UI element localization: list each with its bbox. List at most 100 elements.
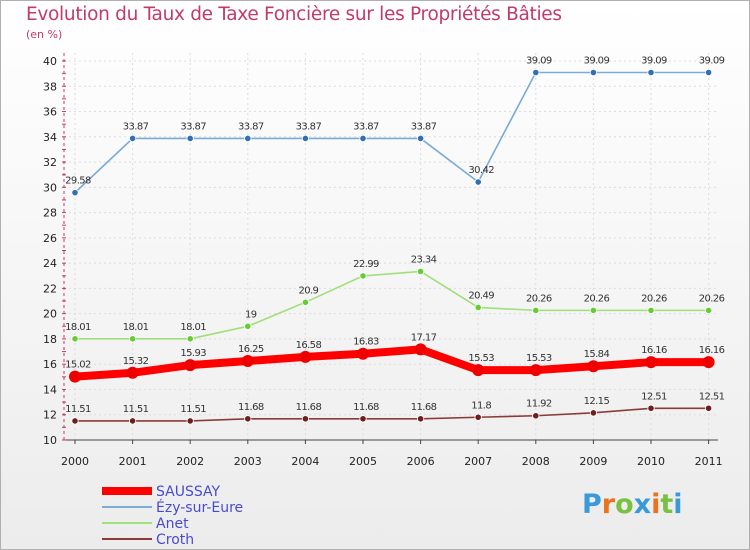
data-label: 29.58 — [65, 176, 91, 187]
data-point — [645, 356, 657, 369]
y-tick-label: 36 — [43, 106, 57, 119]
data-label: 15.93 — [180, 348, 206, 359]
y-tick-label: 24 — [43, 257, 57, 270]
legend-label: Croth — [156, 532, 194, 548]
x-tick-label: 2002 — [176, 455, 204, 468]
data-point — [532, 68, 540, 77]
data-point — [69, 370, 81, 383]
logo-letter: x — [633, 489, 652, 520]
series-layer — [69, 68, 715, 425]
logo-letter: i — [673, 489, 683, 520]
data-label: 20.49 — [468, 290, 494, 301]
data-label: 12.51 — [641, 391, 667, 402]
data-label: 39.09 — [584, 55, 610, 66]
y-tick-label: 26 — [43, 232, 57, 245]
data-label: 16.25 — [238, 344, 264, 355]
series-line-croth — [74, 407, 710, 422]
data-point — [702, 356, 715, 369]
data-label: 16.16 — [699, 345, 725, 356]
data-point — [414, 343, 427, 356]
data-point — [301, 298, 309, 306]
logo-letter: r — [601, 489, 616, 520]
data-point — [474, 413, 482, 421]
x-tick-label: 2007 — [464, 455, 492, 468]
data-label: 22.99 — [353, 259, 379, 270]
y-tick-label: 16 — [43, 358, 57, 371]
data-label: 11.8 — [471, 400, 491, 411]
legend-label: Ézy-sur-Eure — [156, 499, 243, 516]
data-label: 16.58 — [296, 340, 322, 351]
x-tick-label: 2010 — [637, 455, 665, 468]
data-point — [357, 347, 369, 360]
data-point — [587, 360, 600, 373]
x-tick-label: 2005 — [349, 455, 377, 468]
y-tick-label: 20 — [43, 308, 57, 321]
data-point — [184, 359, 197, 372]
data-label: 15.53 — [526, 353, 552, 364]
data-point — [474, 303, 482, 312]
data-label: 39.09 — [526, 55, 552, 66]
data-label: 15.32 — [123, 356, 149, 367]
data-label: 39.09 — [641, 55, 667, 66]
y-tick-label: 30 — [43, 181, 57, 194]
data-label: 33.87 — [180, 121, 206, 132]
series-line--zy-sur-eure — [74, 71, 710, 194]
logo-letter: t — [660, 489, 674, 520]
data-label: 33.87 — [411, 121, 437, 132]
data-point — [647, 68, 655, 77]
data-point — [71, 417, 79, 425]
y-tick-label: 32 — [43, 156, 57, 169]
data-point — [71, 189, 79, 197]
data-label: 15.84 — [584, 349, 610, 360]
data-point — [301, 134, 309, 143]
data-point — [474, 178, 482, 186]
y-tick-label: 14 — [43, 383, 57, 396]
data-label: 16.16 — [641, 345, 667, 356]
y-tick-label: 28 — [43, 207, 57, 220]
data-label: 23.34 — [411, 254, 437, 265]
data-label: 18.01 — [65, 322, 91, 333]
y-axis-unit-label: (en %) — [26, 28, 63, 41]
data-label: 11.68 — [296, 402, 322, 413]
data-point — [129, 335, 137, 343]
data-point — [472, 364, 485, 377]
data-point — [129, 417, 137, 425]
data-point — [704, 306, 713, 314]
data-label: 11.51 — [65, 404, 91, 415]
data-point — [241, 355, 254, 368]
data-point — [532, 412, 540, 420]
data-point — [359, 272, 367, 280]
x-tick-label: 2003 — [234, 455, 262, 468]
data-label: 33.87 — [123, 121, 149, 132]
data-label: 11.68 — [238, 402, 264, 413]
data-label: 12.51 — [699, 391, 725, 402]
grid-layer — [64, 53, 718, 441]
data-label: 33.87 — [238, 121, 264, 132]
data-label: 33.87 — [296, 121, 322, 132]
data-point — [416, 134, 425, 143]
y-tick-label: 18 — [43, 333, 57, 346]
data-label: 12.15 — [584, 396, 610, 407]
data-label: 20.26 — [526, 293, 552, 304]
data-label: 15.53 — [468, 353, 494, 364]
y-tick-label: 40 — [43, 55, 57, 68]
data-point — [647, 306, 655, 314]
data-label: 17.17 — [411, 332, 437, 343]
data-label: 39.09 — [699, 55, 725, 66]
y-tick-label: 22 — [43, 282, 57, 295]
data-label: 11.68 — [353, 402, 379, 413]
data-point — [589, 306, 598, 314]
data-label: 19 — [245, 309, 257, 320]
x-tick-label: 2004 — [291, 455, 319, 468]
data-label: 20.26 — [584, 293, 610, 304]
logo-letter: P — [582, 489, 602, 520]
y-tick-label: 34 — [43, 131, 57, 144]
data-point — [71, 335, 79, 343]
y-tick-label: 10 — [43, 434, 57, 447]
data-label: 11.68 — [411, 402, 437, 413]
data-point — [186, 134, 194, 143]
data-point — [129, 134, 137, 143]
data-point — [299, 350, 312, 363]
data-label: 18.01 — [123, 322, 149, 333]
